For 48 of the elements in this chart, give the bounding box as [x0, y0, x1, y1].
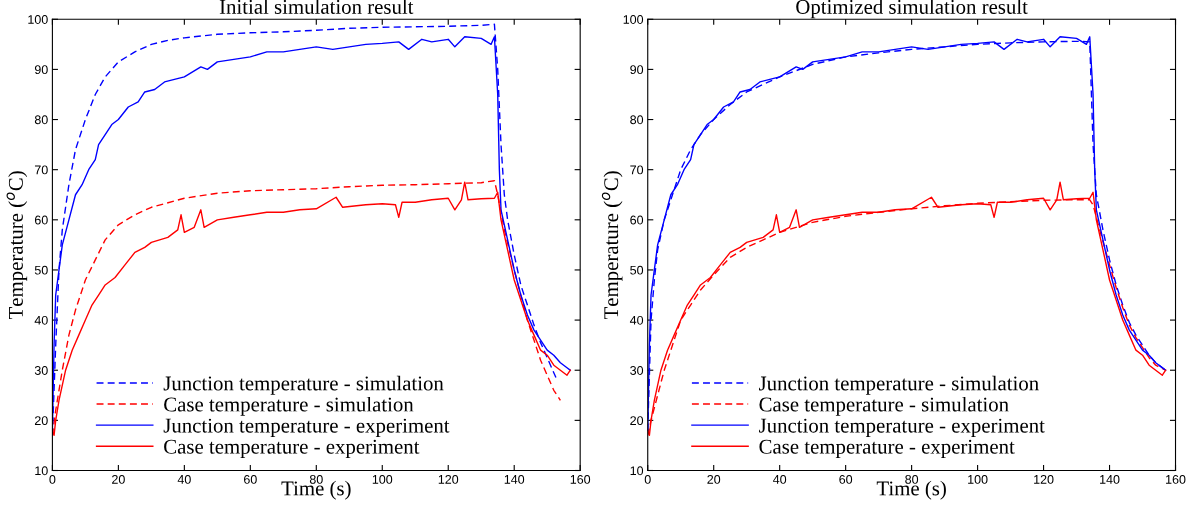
x-tick-label: 140 [1100, 474, 1120, 484]
x-tick-label: 0 [644, 474, 651, 484]
y-tick-label: 100 [623, 15, 644, 24]
x-tick-label: 20 [707, 474, 721, 484]
y-tick-label: 90 [630, 65, 644, 75]
legend-label: Junction temperature - simulation [759, 375, 1039, 395]
chart-title: Optimized simulation result [796, 0, 1028, 19]
legend-label: Case temperature - experiment [759, 439, 1015, 458]
y-tick-label: 30 [34, 366, 48, 375]
x-tick-label: 160 [1166, 474, 1186, 484]
y-axis-title: Temperature ($^{o}$C) [601, 171, 623, 320]
y-tick-label: 10 [630, 466, 644, 476]
y-tick-label: 10 [35, 466, 48, 476]
legend-label: Case temperature - simulation [759, 396, 1009, 416]
y-tick-label: 50 [630, 265, 644, 275]
legend-label: Junction temperature - simulation [163, 375, 444, 395]
chart-title: Initial simulation result [219, 0, 414, 14]
legend-label: Junction temperature - experiment [759, 418, 1045, 437]
legend-label: Case temperature - experiment [164, 439, 420, 458]
y-axis-title: Temperature ($^{o}$C) [6, 171, 28, 320]
y-tick-label: 80 [34, 115, 48, 125]
x-tick-label: 140 [504, 474, 525, 484]
x-tick-label: 100 [372, 474, 393, 484]
y-tick-label: 60 [630, 215, 644, 225]
y-tick-label: 100 [28, 15, 48, 24]
x-tick-label: 0 [49, 474, 56, 484]
x-tick-label: 120 [438, 474, 459, 484]
x-tick-label: 60 [839, 474, 853, 484]
legend-label: Case temperature - simulation [164, 396, 414, 416]
x-tick-label: 40 [177, 474, 191, 484]
x-tick-label: 40 [773, 474, 787, 484]
x-tick-label: 60 [244, 474, 257, 484]
y-tick-label: 70 [34, 165, 48, 175]
y-tick-label: 60 [34, 215, 48, 225]
y-tick-label: 20 [630, 416, 644, 426]
y-tick-label: 80 [630, 115, 644, 125]
x-tick-label: 120 [1034, 474, 1054, 484]
legend-label: Junction temperature - experiment [163, 418, 450, 437]
y-tick-label: 20 [34, 416, 48, 426]
x-tick-label: 100 [968, 474, 988, 484]
x-tick-label: 160 [570, 474, 591, 484]
y-tick-label: 70 [630, 165, 644, 175]
x-tick-label: 20 [112, 474, 125, 484]
y-tick-label: 40 [34, 315, 48, 325]
y-tick-label: 50 [34, 265, 48, 275]
y-tick-label: 90 [34, 65, 48, 75]
y-tick-label: 40 [629, 315, 644, 325]
y-tick-label: 30 [630, 366, 644, 375]
